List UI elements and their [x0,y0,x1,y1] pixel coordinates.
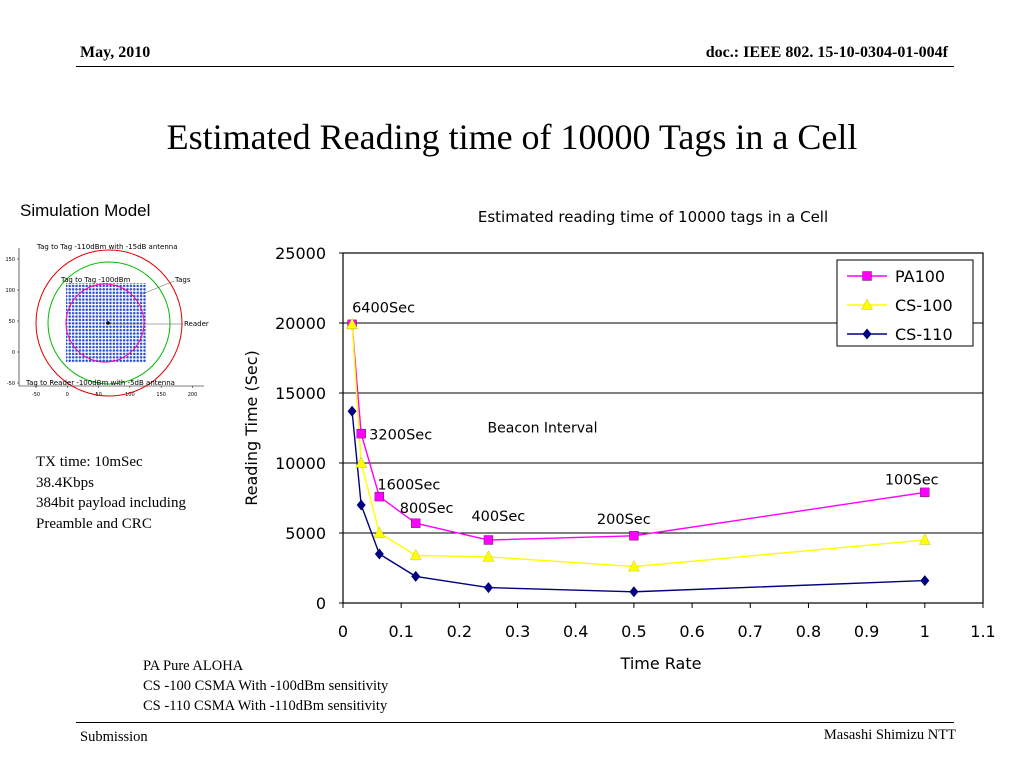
data-point-cs-110 [920,575,930,587]
y-tick-label: 25000 [275,244,326,263]
data-point-cs-110 [483,582,493,594]
tx-info-line: TX time: 10mSec [36,454,143,470]
x-tick-label: 0.9 [854,622,879,641]
legend-note: PA Pure ALOHA [143,658,244,674]
legend-box [836,259,974,347]
sim-y-tick-label: 50 [9,319,15,325]
y-tick-label: 0 [316,594,326,613]
legend-note: CS -100 CSMA With -100dBm sensitivity [143,678,389,694]
data-point-pa100 [920,487,930,498]
tag-to-reader-range [47,261,171,385]
sim-label-bottom: Tag to Reader -100dBm with -5dB antenna [25,379,175,387]
x-tick-label: 1.1 [970,622,995,641]
data-point-pa100 [356,428,366,439]
legend-label: CS-100 [895,296,953,315]
point-annotation: Beacon Interval [488,421,598,437]
data-point-pa100 [483,535,494,545]
x-tick-label: 0.5 [621,622,646,641]
data-point-cs-100 [482,550,495,562]
data-point-pa100 [629,531,639,541]
sim-x-tick-label: 100 [125,392,135,398]
sim-label-top: Tag to Tag -110dBm with -15dB antenna [36,243,178,251]
tx-info-line: 384bit payload including [36,495,186,511]
legend-notes: PA Pure ALOHA CS -100 CSMA With -100dBm … [143,656,388,716]
chart-legend: PA100 CS-100 CS-110 [836,259,974,347]
legend-label: PA100 [895,267,945,286]
point-annotation: 6400Sec [352,300,415,316]
sim-x-tick-label: -50 [32,392,40,398]
data-point-cs-100 [918,533,931,545]
legend-label: CS-110 [895,325,953,344]
legend-note: CS -110 CSMA With -110dBm sensitivity [143,698,388,714]
x-tick-label: 0.3 [505,622,530,641]
slide-title: Estimated Reading time of 10000 Tags in … [166,117,858,157]
sim-y-tick-label: 150 [5,257,15,263]
reading-time-chart: Estimated reading time of 10000 tags in … [242,208,996,673]
data-point-pa100 [411,518,421,528]
x-tick-label: 1 [920,622,930,641]
reader-dot [106,321,110,325]
y-tick-label: 5000 [285,524,326,543]
tag-to-tag-100-range [65,283,145,363]
data-point-pa100 [374,491,385,502]
data-point-cs-100 [628,560,640,572]
data-point-cs-110 [347,405,357,417]
simulation-label: Simulation Model [20,201,151,220]
point-annotation: 200Sec [597,512,651,528]
legend-marker-cs-100 [861,298,873,310]
data-point-cs-110 [374,548,384,560]
tx-info-line: Preamble and CRC [36,515,152,532]
y-tick-label: 10000 [275,454,326,473]
header-doc-id: doc.: IEEE 802. 15-10-0304-01-004f [705,44,948,61]
x-tick-label: 0.1 [388,622,413,641]
point-annotation: 800Sec [400,501,454,517]
data-point-cs-110 [411,570,421,582]
footer-rule [76,722,954,723]
x-tick-label: 0.6 [679,622,704,641]
y-tick-label: 15000 [275,384,326,403]
footer-left: Submission [80,729,148,745]
header-date: May, 2010 [80,44,151,61]
legend-marker-pa100 [862,271,872,281]
point-annotation: 1600Sec [377,478,440,494]
tx-info-line: 38.4Kbps [36,474,94,491]
tags-leader-line [139,280,175,296]
legend-marker-cs-110 [862,328,872,340]
sim-x-tick-label: 150 [156,392,166,398]
data-point-cs-100 [409,548,422,561]
point-annotation: 3200Sec [369,428,432,444]
sim-x-tick-label: 0 [66,392,69,398]
tag-grid [66,283,146,363]
data-point-cs-100 [355,456,368,468]
x-tick-label: 0.7 [738,622,763,641]
x-tick-label: 0.2 [447,622,472,641]
data-point-cs-100 [346,317,358,330]
header-rule [76,66,954,67]
data-point-cs-110 [356,499,366,511]
y-axis-label: Reading Time (Sec) [242,350,261,506]
chart-title: Estimated reading time of 10000 tags in … [478,208,828,226]
sim-label-inner: Tag to Tag -100dBm [60,276,131,284]
y-tick-label: 20000 [275,314,326,333]
point-annotation: 400Sec [471,509,525,525]
x-axis-label: Time Rate [620,654,702,673]
footer-right: Masashi Shimizu NTT [823,727,956,743]
point-annotation: 100Sec [885,472,939,488]
tag-to-tag-110-range [35,249,183,397]
sim-y-tick-label: 100 [5,288,15,294]
tx-info: TX time: 10mSec 38.4Kbps 384bit payload … [36,452,186,534]
data-point-cs-100 [373,526,386,538]
sim-label-tags: Tags [174,276,191,284]
x-tick-label: 0.4 [563,622,588,641]
data-point-cs-110 [629,586,639,598]
sim-x-tick-label: 200 [188,392,198,398]
sim-y-tick-label: 0 [12,350,15,356]
sim-label-reader: Reader [184,320,209,328]
sim-y-tick-label: -50 [7,381,15,387]
x-tick-label: 0.8 [796,622,821,641]
x-tick-label: 0 [338,622,348,641]
